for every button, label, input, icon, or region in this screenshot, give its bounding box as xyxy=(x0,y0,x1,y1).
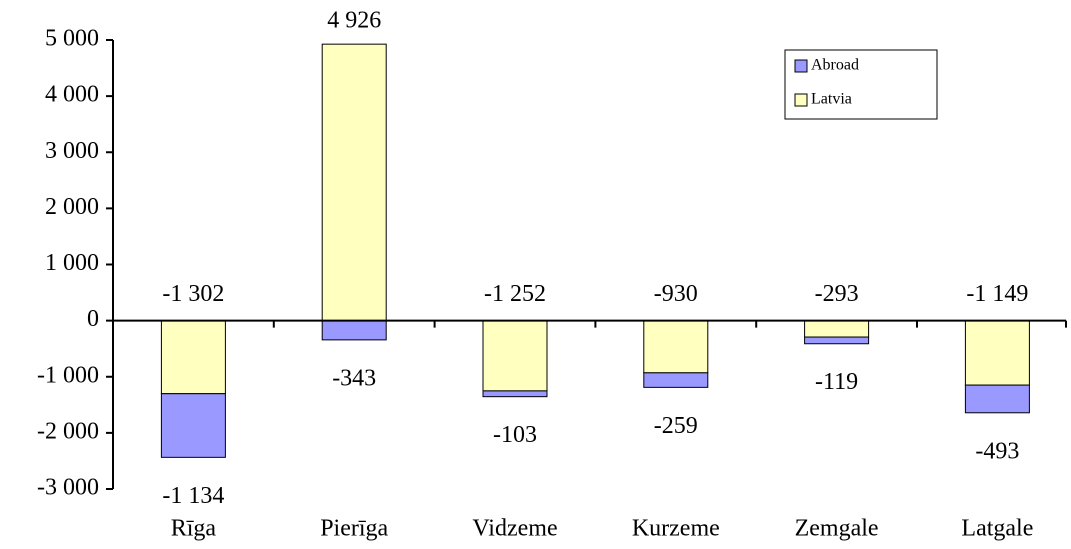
bar xyxy=(643,320,709,374)
value-label: 4 926 xyxy=(327,8,381,34)
value-label: -1 252 xyxy=(484,281,546,307)
x-tick-label: Pierīga xyxy=(320,516,388,542)
value-label: -259 xyxy=(654,413,698,439)
y-tick-label: 5 000 xyxy=(45,26,99,52)
bar xyxy=(804,336,870,345)
x-tick-label: Vidzeme xyxy=(472,516,557,542)
value-label: -343 xyxy=(332,365,376,391)
bars xyxy=(160,43,1030,458)
x-tick-label: Rīga xyxy=(171,516,217,542)
bar xyxy=(482,390,548,398)
x-tick-label: Kurzeme xyxy=(632,516,720,542)
y-tick-label: 4 000 xyxy=(45,82,99,108)
bar xyxy=(804,320,870,338)
y-tick-label: 2 000 xyxy=(45,194,99,220)
bar xyxy=(321,43,387,322)
value-label: -1 149 xyxy=(966,281,1028,307)
bar xyxy=(160,393,226,458)
bar xyxy=(964,384,1030,414)
y-tick-label: -3 000 xyxy=(37,475,99,501)
y-tick-label: 0 xyxy=(87,306,99,332)
value-label: -493 xyxy=(975,438,1019,464)
value-label: -103 xyxy=(493,422,537,448)
value-label: -1 302 xyxy=(162,281,224,307)
value-label: -1 134 xyxy=(162,483,224,509)
value-label: -119 xyxy=(815,369,858,395)
value-label: -293 xyxy=(815,281,859,307)
x-tick-label: Zemgale xyxy=(795,516,879,542)
legend-label: Latvia xyxy=(811,91,852,108)
bar xyxy=(643,372,709,388)
legend-box xyxy=(784,49,938,120)
bar xyxy=(482,320,548,392)
y-tick-label: 3 000 xyxy=(45,138,99,164)
bar xyxy=(160,320,226,395)
y-tick-label: -2 000 xyxy=(37,418,99,444)
legend-swatch xyxy=(794,93,808,107)
legend-label: Abroad xyxy=(811,57,859,74)
y-tick-label: -1 000 xyxy=(37,362,99,388)
x-tick-label: Latgale xyxy=(961,516,1033,542)
legend: Abroad Latvia xyxy=(784,49,938,120)
y-tick-label: 1 000 xyxy=(45,250,99,276)
legend-swatch xyxy=(794,59,808,73)
value-label: -930 xyxy=(654,281,698,307)
bar xyxy=(964,320,1030,386)
bar xyxy=(321,320,387,341)
